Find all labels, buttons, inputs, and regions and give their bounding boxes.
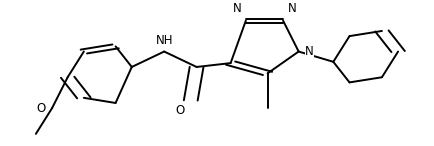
Text: N: N — [305, 45, 314, 58]
Text: O: O — [36, 102, 46, 115]
Text: NH: NH — [155, 34, 173, 47]
Text: N: N — [233, 2, 242, 15]
Text: N: N — [287, 2, 296, 15]
Text: O: O — [175, 104, 184, 117]
